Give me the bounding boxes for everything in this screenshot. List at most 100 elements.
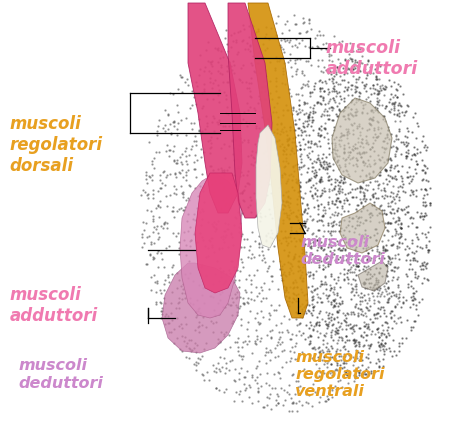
Point [313,327,320,334]
Point [356,63,363,70]
Point [155,149,163,155]
Point [393,111,401,118]
Point [389,100,396,107]
Point [302,141,309,148]
Point [349,142,356,149]
Point [231,109,239,116]
Point [306,16,313,23]
Point [279,30,286,37]
Point [382,167,390,174]
Point [357,333,364,340]
Point [317,239,325,246]
Point [265,36,272,42]
Point [284,142,292,149]
Point [252,213,259,220]
Point [239,264,246,271]
Point [361,82,369,89]
Point [192,137,200,144]
Point [309,88,316,95]
Point [303,80,310,87]
Point [318,161,325,168]
Point [313,196,321,203]
Point [153,132,160,139]
Point [340,70,348,77]
Point [311,242,319,249]
Point [182,131,190,138]
Point [349,215,357,222]
Point [158,179,166,186]
Point [261,83,268,90]
Point [153,222,160,229]
Point [347,264,355,271]
Point [280,169,288,176]
Point [366,284,373,291]
Point [235,276,242,283]
Point [298,313,306,320]
Point [175,323,183,330]
Point [355,135,362,142]
Point [390,196,398,203]
Point [246,87,254,94]
Point [179,191,186,197]
Point [349,275,357,282]
Point [352,88,360,95]
Point [305,284,312,291]
Point [249,153,257,160]
Point [400,138,407,145]
Point [420,191,427,198]
Point [215,118,222,125]
Point [306,212,313,219]
Point [378,254,386,261]
Point [312,180,320,187]
Point [294,230,301,237]
Point [228,172,235,179]
Point [321,187,329,194]
Point [174,108,182,115]
Point [266,210,273,217]
Point [322,40,330,47]
Point [396,183,403,190]
Point [361,65,369,72]
Point [302,132,310,139]
Point [354,363,362,370]
Point [294,111,301,118]
Point [325,314,333,321]
Point [301,230,308,237]
Point [272,354,279,361]
Point [382,345,389,352]
Point [391,226,398,233]
Point [418,245,426,252]
Point [344,221,352,228]
Point [344,83,351,90]
Point [276,265,284,272]
Point [392,232,399,239]
Point [352,144,359,151]
Point [282,151,290,158]
Point [220,171,228,178]
Point [342,371,350,378]
Point [394,294,401,301]
Point [168,270,175,277]
Point [292,378,300,385]
Point [395,298,403,305]
Point [163,224,171,231]
Point [316,76,324,83]
Point [363,242,370,249]
Point [162,310,170,317]
Point [308,288,315,294]
Point [390,194,397,200]
Point [293,291,300,298]
Point [138,234,146,241]
Point [367,370,375,377]
Point [341,246,348,253]
Point [392,291,400,298]
Point [340,207,348,214]
Point [375,250,383,257]
Point [369,285,376,292]
Point [267,168,274,174]
Point [330,85,338,92]
Point [215,311,223,318]
Point [306,332,313,339]
Point [300,365,308,372]
Point [303,27,310,34]
